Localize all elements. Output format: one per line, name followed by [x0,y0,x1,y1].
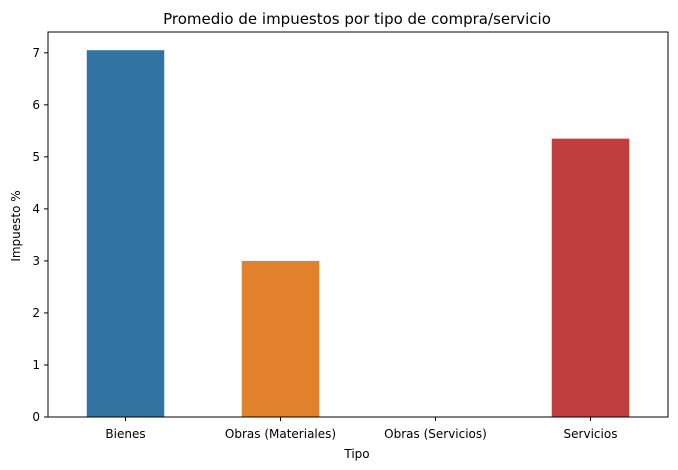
bar-3 [551,138,630,418]
y-tick-label-2: 2 [32,306,40,320]
bars-layer [86,50,630,418]
plot-frame [47,31,669,418]
y-tick-label-3: 3 [32,254,40,268]
x-axis-label: Tipo [343,447,369,461]
x-tick-label-1: Obras (Materiales) [225,427,336,441]
bar-1 [241,260,320,417]
y-tick-label-6: 6 [32,98,40,112]
ticks-layer: Bienes Obras (Materiales) Obras (Servicios… [32,46,617,441]
y-tick-label-0: 0 [32,410,40,424]
y-tick-label-1: 1 [32,358,40,372]
chart-title: Promedio de impuestos por tipo de compra… [163,10,551,28]
x-tick-label-3: Servicios [564,427,618,441]
x-tick-label-0: Bienes [105,427,145,441]
y-axis-label: Impuesto % [9,190,23,261]
x-tick-label-2: Obras (Servicios) [384,427,487,441]
y-tick-label-7: 7 [32,46,40,60]
y-tick-label-5: 5 [32,150,40,164]
y-tick-label-4: 4 [32,202,40,216]
bar-0 [86,50,165,417]
